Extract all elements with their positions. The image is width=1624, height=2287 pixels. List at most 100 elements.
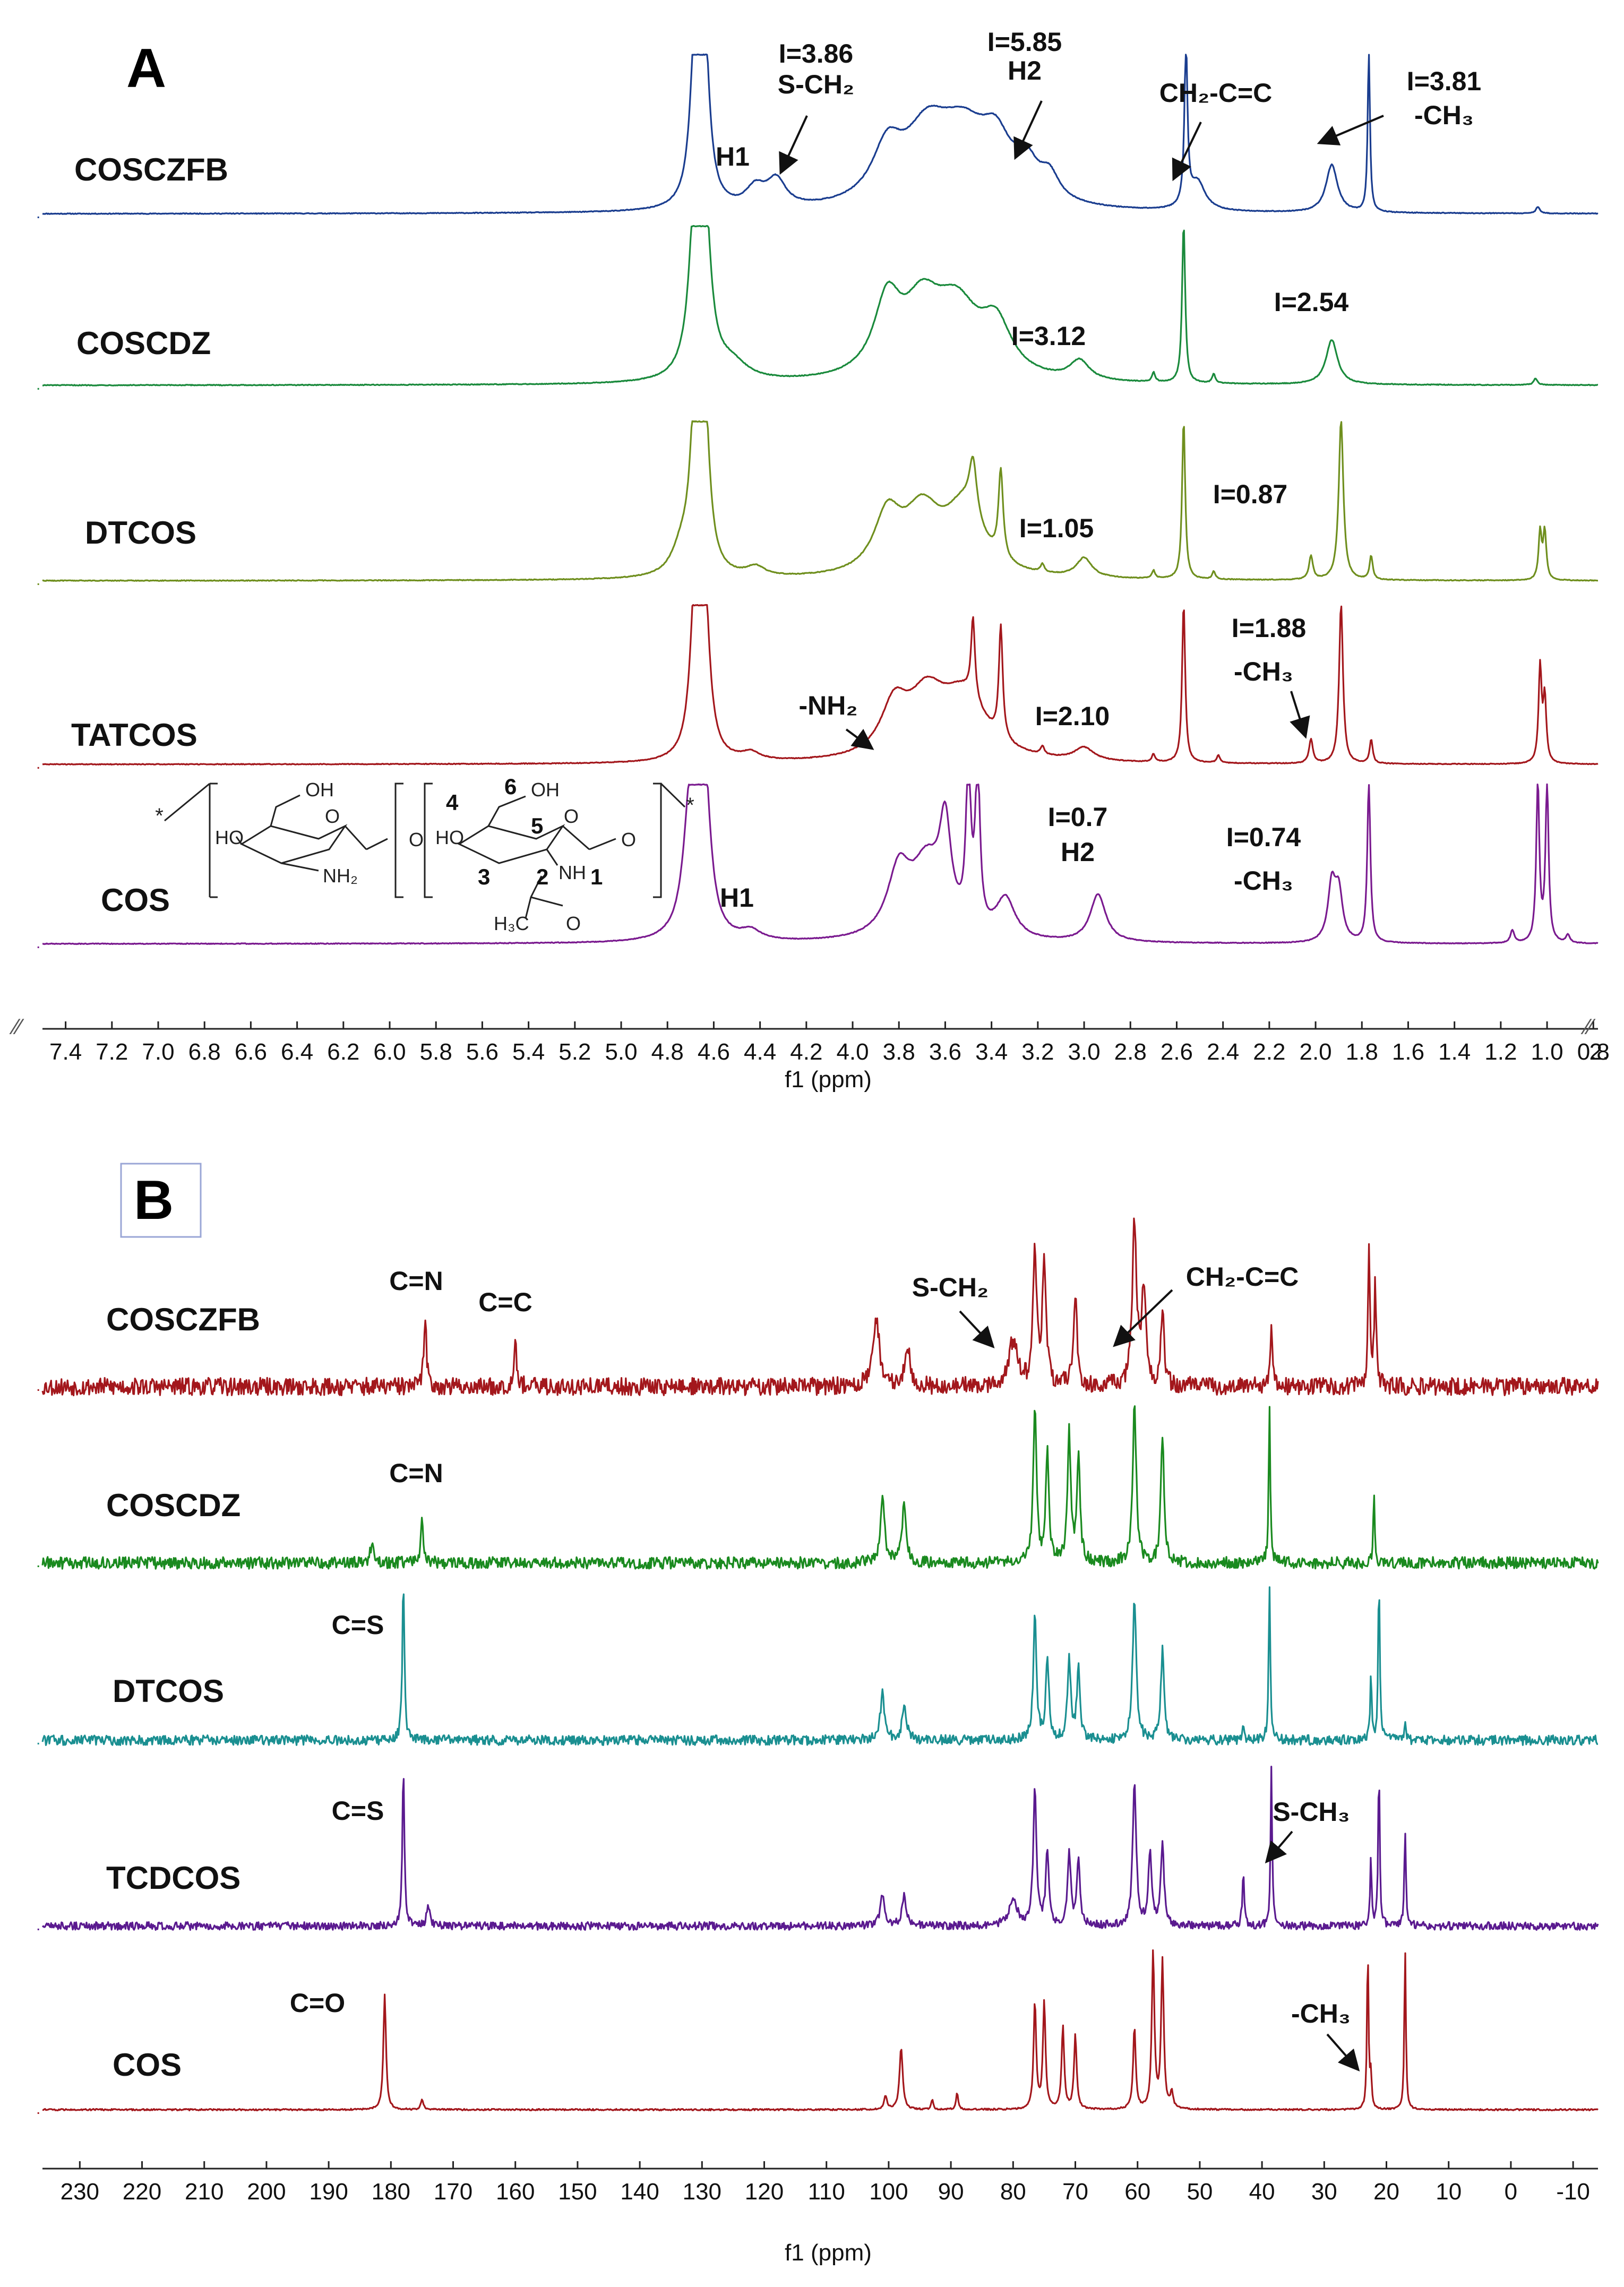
a-tick-label-2: 7.0 <box>142 1039 174 1065</box>
b-tick-label-2: 210 <box>185 2179 224 2205</box>
arrow-a4 <box>1317 115 1384 145</box>
a-tick-label-10: 5.4 <box>512 1039 545 1065</box>
annotation-a11: I=1.05 <box>1019 513 1094 543</box>
a-tick-label-23: 2.8 <box>1114 1039 1147 1065</box>
structure-label-s10: HO <box>435 827 464 848</box>
arrow-b4 <box>1326 2033 1360 2072</box>
a-tick-label-30: 1.4 <box>1438 1039 1471 1065</box>
b-baseline-dot-0: . <box>36 1377 40 1395</box>
panel-b-x-axis: 230 220 210 200 190 180 170 160 150 140 130 120 110 1… <box>42 2161 1598 2266</box>
a-tick-label-9: 5.6 <box>466 1039 499 1065</box>
structure-label-s16: O <box>621 829 636 850</box>
a-spectrum-0 <box>42 53 1599 215</box>
panel-b-ticks: 230 220 210 200 190 180 170 160 150 140 130 120 110 1… <box>61 2161 1590 2205</box>
annotation-a16: -CH₃ <box>1234 657 1293 686</box>
a-tick-label-21: 3.2 <box>1021 1039 1054 1065</box>
a-baseline-dot-3: . <box>36 755 40 772</box>
a-tick-label-7: 6.0 <box>373 1039 406 1065</box>
b-tick-label-20: 30 <box>1311 2179 1337 2205</box>
structure-label-s13: NH <box>558 862 586 883</box>
a-tick-label-12: 5.0 <box>605 1039 637 1065</box>
chemical-structure-labels: * * OH HO NH₂ O O 6 OH 4 5 HO 3 2 NH 1 O… <box>155 774 694 934</box>
a-tick-label-29: 1.6 <box>1392 1039 1424 1065</box>
a-tick-label-5: 6.4 <box>281 1039 313 1065</box>
b-tick-label-17: 60 <box>1124 2179 1150 2205</box>
axis-title-b: f1 (ppm) <box>785 2240 872 2266</box>
b-tick-label-24: -10 <box>1556 2179 1590 2205</box>
a-tick-label-15: 4.4 <box>744 1039 776 1065</box>
arrow-b2 <box>1113 1289 1173 1347</box>
structure-label-s1: OH <box>305 779 334 801</box>
a-spectrum-4 <box>42 783 1599 945</box>
b-tick-label-23: 0 <box>1505 2179 1517 2205</box>
structure-label-s8: 4 <box>446 790 459 815</box>
a-tick-label-27: 2.0 <box>1299 1039 1331 1065</box>
a-tick-label-3: 6.8 <box>188 1039 221 1065</box>
b-tick-label-10: 130 <box>683 2179 721 2205</box>
series-label-b-1: COSCDZ <box>106 1488 240 1523</box>
panel-letter-a: A <box>126 38 166 99</box>
b-spectrum-3 <box>41 1766 1599 1931</box>
series-label-a-0: COSCZFB <box>74 152 228 187</box>
a-tick-label-0: 7.4 <box>49 1039 82 1065</box>
b-tick-label-1: 220 <box>123 2179 161 2205</box>
series-label-a-3: TATCOS <box>71 717 197 753</box>
panel-b-spectra: ..... <box>36 1217 1599 2118</box>
annotation-a18: H2 <box>1061 837 1095 867</box>
annotation-b2: C=C <box>478 1287 532 1317</box>
a-baseline-dot-1: . <box>36 376 40 393</box>
axis-break-left-a: ⁄⁄ <box>9 1014 24 1039</box>
structure-label-s11: 3 <box>478 864 490 889</box>
annotation-a19: I=0.74 <box>1226 822 1301 852</box>
b-tick-label-14: 90 <box>938 2179 964 2205</box>
a-tick-label-13: 4.8 <box>651 1039 684 1065</box>
arrow-b1 <box>959 1310 995 1348</box>
a-tick-label-18: 3.8 <box>883 1039 915 1065</box>
series-label-b-4: COS <box>113 2047 182 2083</box>
annotation-a14: I=2.10 <box>1035 701 1110 731</box>
structure-label-s15: O <box>564 805 579 827</box>
panel-a-ticks: 7.4 7.2 7.0 6.8 6.6 6.4 6.2 6.0 5.8 5.6 5.4 5.2 5.0 4… <box>49 1021 1610 1065</box>
b-baseline-dot-2: . <box>36 1731 40 1748</box>
b-tick-label-11: 120 <box>745 2179 784 2205</box>
structure-label-s3: NH₂ <box>323 865 358 887</box>
annotation-a9: I=3.12 <box>1011 321 1086 351</box>
b-tick-label-19: 40 <box>1249 2179 1275 2205</box>
annotation-a4: H2 <box>1008 56 1042 85</box>
series-label-a-2: DTCOS <box>85 515 196 551</box>
structure-label-s12: 2 <box>536 864 548 889</box>
annotation-a8: H1 <box>716 142 750 171</box>
a-tick-label-11: 5.2 <box>558 1039 591 1065</box>
a-tick-label-24: 2.6 <box>1161 1039 1193 1065</box>
annotation-b9: C=O <box>290 1988 345 2018</box>
structure-label-s18: O <box>566 913 581 934</box>
a-tick-label-26: 2.2 <box>1253 1039 1285 1065</box>
series-label-b-3: TCDCOS <box>106 1860 240 1896</box>
annotation-a13: -NH₂ <box>798 691 857 720</box>
a-spectrum-3 <box>42 604 1599 766</box>
panel-a-x-axis: ⁄⁄ ⁄⁄ 7.4 7.2 7.0 6.8 6.6 6.4 6.2 6.0 5.8 5.6 5.4 5… <box>9 1014 1610 1093</box>
a-tick-label-22: 3.0 <box>1068 1039 1100 1065</box>
annotation-a5: CH₂-C=C <box>1159 78 1273 108</box>
a-spectrum-1 <box>42 225 1599 386</box>
annotation-a15: I=1.88 <box>1232 613 1306 643</box>
panel-b-13c-nmr: B ..... COSCZFB COSCDZ DTCOS TCDCOS COS … <box>36 1163 1599 2266</box>
b-tick-label-4: 190 <box>309 2179 348 2205</box>
annotation-a3: I=5.85 <box>987 27 1062 57</box>
a-tick-label-31: 1.2 <box>1484 1039 1517 1065</box>
a-baseline-dot-2: . <box>36 571 40 589</box>
a-tick-label-20: 3.4 <box>975 1039 1008 1065</box>
b-tick-label-6: 170 <box>434 2179 472 2205</box>
annotation-a12: I=0.87 <box>1213 479 1287 509</box>
annotation-a7: -CH₃ <box>1414 100 1474 130</box>
arrow-a5 <box>845 728 874 750</box>
arrow-a1 <box>779 115 808 175</box>
panel-a-1h-nmr: A ..... COSCZFB COSCDZ DTCOS TATCOS COS … <box>9 27 1610 1093</box>
a-tick-label-19: 3.6 <box>929 1039 961 1065</box>
annotation-b5: C=N <box>389 1458 443 1488</box>
arrow-b3 <box>1265 1830 1293 1864</box>
annotation-a17: I=0.7 <box>1048 802 1108 832</box>
annotation-a21: H1 <box>720 883 754 913</box>
b-tick-label-0: 230 <box>61 2179 99 2205</box>
